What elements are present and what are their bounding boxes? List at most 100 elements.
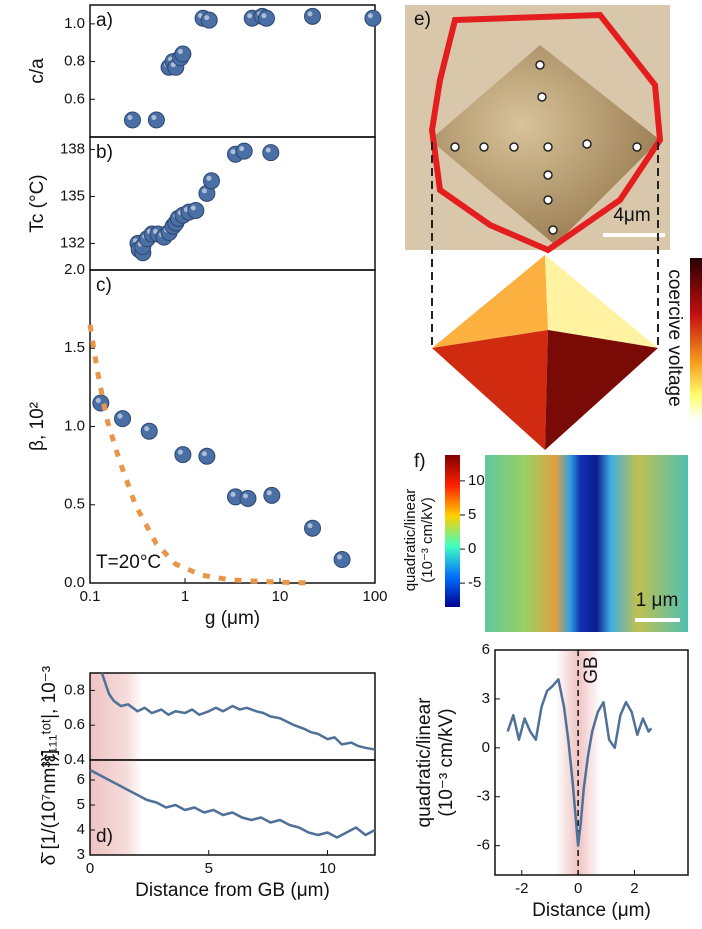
measurement-points <box>450 60 642 235</box>
coercive-map <box>432 255 658 450</box>
point-highlight <box>127 115 133 121</box>
point-highlight <box>206 175 212 181</box>
point-highlight <box>266 490 272 496</box>
point-highlight <box>247 13 253 19</box>
scale-bar-label: 1 μm <box>636 590 679 611</box>
annotation: GB <box>581 656 602 683</box>
point-highlight <box>230 491 236 497</box>
data-point <box>147 111 165 129</box>
point-highlight <box>337 554 343 560</box>
data-point <box>304 7 322 25</box>
point-highlight <box>239 146 245 152</box>
data-line <box>100 672 376 751</box>
x-tick-label: 10 <box>272 588 289 605</box>
point-highlight <box>265 147 271 153</box>
y-axis-label: quadratic/linear <box>414 697 435 828</box>
data-point <box>123 111 141 129</box>
point-highlight <box>201 451 207 457</box>
highlight-region <box>90 673 143 760</box>
plot-frame <box>89 759 376 856</box>
x-axis-label: Distance (μm) <box>532 900 651 921</box>
colorbar-tick-label: 0 <box>468 540 476 557</box>
colorbar-tick-label: -5 <box>468 574 481 591</box>
y-axis-label: δ̄ [1/(10⁷nm³)] <box>39 750 60 866</box>
y-tick-label: 1.0 <box>64 15 85 32</box>
x-tick-label: 0.1 <box>80 588 101 605</box>
colorbar-tick-label: 5 <box>468 506 476 523</box>
y-tick-label: 0.6 <box>64 90 85 107</box>
scale-bar-label: 4μm <box>613 205 650 226</box>
y-tick-label: -3 <box>477 788 490 805</box>
point-highlight <box>367 13 373 19</box>
plot-frame <box>494 649 689 876</box>
y-tick-label: 3 <box>482 690 490 707</box>
panel-label: f) <box>414 451 426 472</box>
data-point <box>202 172 220 190</box>
x-tick-label: 0 <box>86 860 94 877</box>
y-tick-label: -6 <box>477 837 490 854</box>
y-axis-label: Tc (°C) <box>27 174 48 232</box>
data-point <box>140 422 158 440</box>
point-highlight <box>177 449 183 455</box>
panel-label: c) <box>96 275 112 296</box>
point-highlight <box>242 493 248 499</box>
y-tick-label: 6 <box>482 641 490 658</box>
colorbar <box>690 258 702 420</box>
x-tick-label: 1 <box>181 588 189 605</box>
y-tick-label: 0.6 <box>64 716 85 733</box>
y-tick-label: 4 <box>77 821 85 838</box>
y-tick-label: 0.8 <box>64 681 85 698</box>
point-highlight <box>307 523 313 529</box>
data-point <box>174 446 192 464</box>
data-point <box>333 551 351 569</box>
y-tick-label: 138 <box>60 140 85 157</box>
panel-label: d) <box>96 826 113 847</box>
y-tick-label: 1.0 <box>64 417 85 434</box>
x-tick-label: 0 <box>574 880 582 897</box>
x-axis-label: Distance from GB (μm) <box>135 880 330 901</box>
point-highlight <box>95 398 101 404</box>
point-highlight <box>204 15 210 21</box>
data-point <box>304 519 322 537</box>
data-point <box>200 11 218 29</box>
x-tick-label: 100 <box>362 588 387 605</box>
y-axis-label: |ε̄₁₁₁ᵗᵒᵗ|, 10⁻³ <box>39 666 60 767</box>
data-point <box>364 9 382 27</box>
data-line <box>89 768 376 839</box>
point-highlight <box>190 205 196 211</box>
data-point <box>198 447 216 465</box>
point-highlight <box>307 11 313 17</box>
y-tick-label: 6 <box>77 771 85 788</box>
point-highlight <box>177 49 183 55</box>
point-highlight <box>117 413 123 419</box>
plot-frame <box>89 269 376 584</box>
point-highlight <box>261 13 267 19</box>
data-point <box>257 9 275 27</box>
data-point <box>114 410 132 428</box>
y-tick-label: 135 <box>60 187 85 204</box>
y-tick-label: 3 <box>77 846 85 863</box>
x-tick-label: 2 <box>630 880 638 897</box>
y-tick-label: 0.8 <box>64 53 85 70</box>
y-tick-label: 0 <box>482 739 490 756</box>
y-axis-label: c/a <box>27 58 48 84</box>
panel-label: e) <box>414 9 431 30</box>
y-tick-label: 5 <box>77 796 85 813</box>
colorbar-label: (10⁻³ cm/kV) <box>419 497 436 582</box>
data-point <box>174 45 192 63</box>
y-tick-label: 0.0 <box>64 574 85 591</box>
x-tick-label: -2 <box>515 880 528 897</box>
panel-label: a) <box>96 10 113 31</box>
y-axis-label: β, 10² <box>27 402 48 451</box>
point-highlight <box>201 188 207 194</box>
data-point <box>235 142 253 160</box>
annotation: T=20°C <box>96 552 161 573</box>
grain-outline <box>428 11 664 254</box>
colorbar <box>445 455 460 607</box>
data-point <box>263 486 281 504</box>
data-line <box>506 678 653 847</box>
y-tick-label: 0.4 <box>64 751 85 768</box>
data-point <box>239 489 257 507</box>
